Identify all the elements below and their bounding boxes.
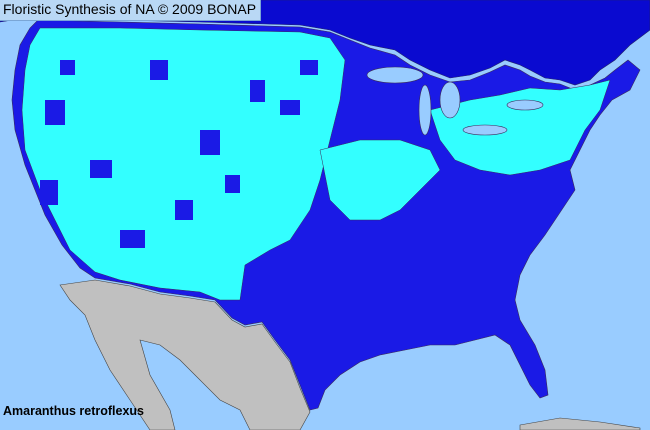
canada-region	[0, 0, 650, 86]
county-blue-patches	[40, 60, 318, 248]
species-name: Amaranthus retroflexus	[3, 404, 145, 418]
cyan-counties-north-central	[319, 139, 441, 221]
cyan-counties-northeast	[429, 79, 611, 176]
cuba	[519, 417, 641, 430]
great-lakes	[366, 66, 544, 136]
mexico-region	[59, 279, 311, 430]
map-title: Floristic Synthesis of NA © 2009 BONAP	[0, 0, 262, 21]
